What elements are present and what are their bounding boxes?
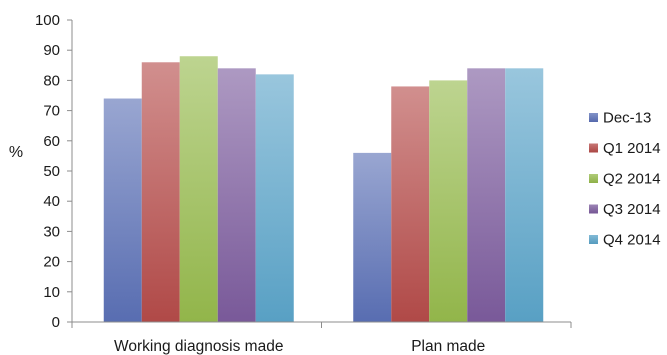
y-tick-label: 80: [43, 72, 60, 89]
y-tick-label: 90: [43, 42, 60, 59]
bar: [505, 68, 544, 322]
y-tick-label: 60: [43, 133, 60, 150]
y-tick-label: 100: [35, 12, 60, 29]
legend-label: Dec-13: [603, 110, 651, 127]
bars: [103, 56, 544, 323]
bar: [353, 152, 392, 322]
bar: [255, 74, 294, 322]
y-tick-label: 20: [43, 254, 60, 271]
bar: [141, 62, 180, 322]
legend-swatch: [589, 174, 598, 183]
legend-swatch: [589, 143, 598, 153]
bar: [467, 68, 506, 322]
y-tick-label: 50: [43, 163, 60, 180]
y-axis-title: %: [9, 144, 23, 161]
x-category-label: Plan made: [411, 338, 485, 355]
x-axis: Working diagnosis made Plan made: [71, 321, 572, 355]
y-tick-label: 70: [43, 103, 60, 120]
x-category-label: Working diagnosis made: [114, 338, 283, 355]
bar: [429, 80, 468, 323]
bar: [103, 98, 142, 323]
legend-swatch: [589, 113, 598, 122]
y-axis: 0 10 20 30 40 50 60 70 80 90 100: [35, 12, 73, 331]
bar: [391, 86, 430, 322]
legend-label: Q1 2014: [603, 140, 661, 157]
legend-label: Q2 2014: [603, 171, 661, 188]
legend-label: Q3 2014: [603, 201, 661, 218]
bar: [217, 68, 256, 322]
y-tick-label: 0: [52, 314, 60, 331]
legend: Dec-13 Q1 2014 Q2 2014 Q3 2014 Q4 2014: [589, 110, 661, 249]
y-tick-label: 30: [43, 223, 60, 240]
y-tick-label: 10: [43, 284, 60, 301]
legend-swatch: [589, 204, 598, 214]
y-tick-label: 40: [43, 193, 60, 210]
bar: [179, 56, 218, 323]
legend-label: Q4 2014: [603, 232, 661, 249]
legend-swatch: [589, 235, 598, 244]
